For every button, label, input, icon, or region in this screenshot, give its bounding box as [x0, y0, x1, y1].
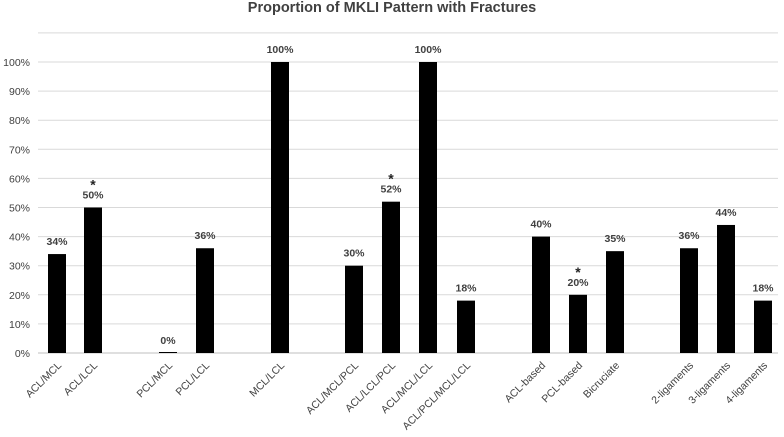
bar — [84, 207, 102, 353]
data-label: 36% — [678, 230, 700, 242]
data-label: 18% — [455, 283, 477, 295]
y-tick-label: 0% — [15, 348, 30, 360]
x-category-label: MCL/LCL — [247, 360, 287, 400]
bar — [532, 236, 550, 353]
y-tick-label: 60% — [9, 173, 30, 185]
bar — [382, 201, 400, 353]
bar — [196, 248, 214, 353]
data-label: 36% — [194, 230, 216, 242]
bar — [717, 224, 735, 353]
bar — [457, 300, 475, 353]
significance-marker: * — [575, 264, 581, 280]
data-label: 35% — [604, 233, 626, 245]
y-tick-label: 70% — [9, 144, 30, 156]
y-tick-label: 20% — [9, 290, 30, 302]
y-tick-label: 100% — [3, 57, 30, 69]
data-label: 52% — [380, 184, 402, 196]
y-tick-label: 30% — [9, 261, 30, 273]
x-category-label: ACL/PCL/MCL/LCL — [400, 360, 473, 433]
y-tick-label: 40% — [9, 232, 30, 244]
x-category-label: PCL/MCL — [134, 360, 175, 401]
data-label: 40% — [530, 219, 552, 231]
y-tick-label: 50% — [9, 203, 30, 215]
x-category-label: ACL/LCL — [62, 360, 101, 399]
bar — [345, 265, 363, 353]
bar — [48, 254, 66, 353]
x-category-label: Bicruciate — [581, 360, 622, 401]
bars — [48, 62, 772, 353]
bar — [606, 251, 624, 353]
x-category-label: ACL/MCL — [23, 360, 64, 401]
bar — [419, 62, 437, 353]
significance-marker: * — [388, 171, 394, 187]
data-label: 44% — [715, 207, 737, 219]
bar — [569, 294, 587, 353]
data-label: 100% — [267, 44, 295, 56]
data-label: 34% — [46, 236, 68, 248]
data-label: 100% — [415, 44, 443, 56]
data-label: 18% — [752, 283, 774, 295]
gridlines — [38, 32, 778, 354]
bar — [271, 62, 289, 353]
data-label: 30% — [343, 248, 365, 260]
y-tick-label: 90% — [9, 86, 30, 98]
bar — [754, 300, 772, 353]
y-axis: 0% 10% 20% 30% 40% 50% 60% 70% 80% 90% 100% — [3, 57, 30, 360]
significance-marker: * — [90, 177, 96, 193]
x-category-label: PCL/LCL — [174, 360, 213, 399]
bar — [680, 248, 698, 353]
data-label: 0% — [160, 335, 176, 347]
data-labels: 34%50%*0%36%100%30%52%*100%18%40%20%*35%… — [46, 44, 774, 347]
data-label: 50% — [82, 190, 104, 202]
data-label: 20% — [567, 277, 589, 289]
bar — [159, 352, 177, 353]
y-tick-label: 10% — [9, 319, 30, 331]
y-tick-label: 80% — [9, 115, 30, 127]
chart-title: Proportion of MKLI Pattern with Fracture… — [247, 0, 537, 16]
